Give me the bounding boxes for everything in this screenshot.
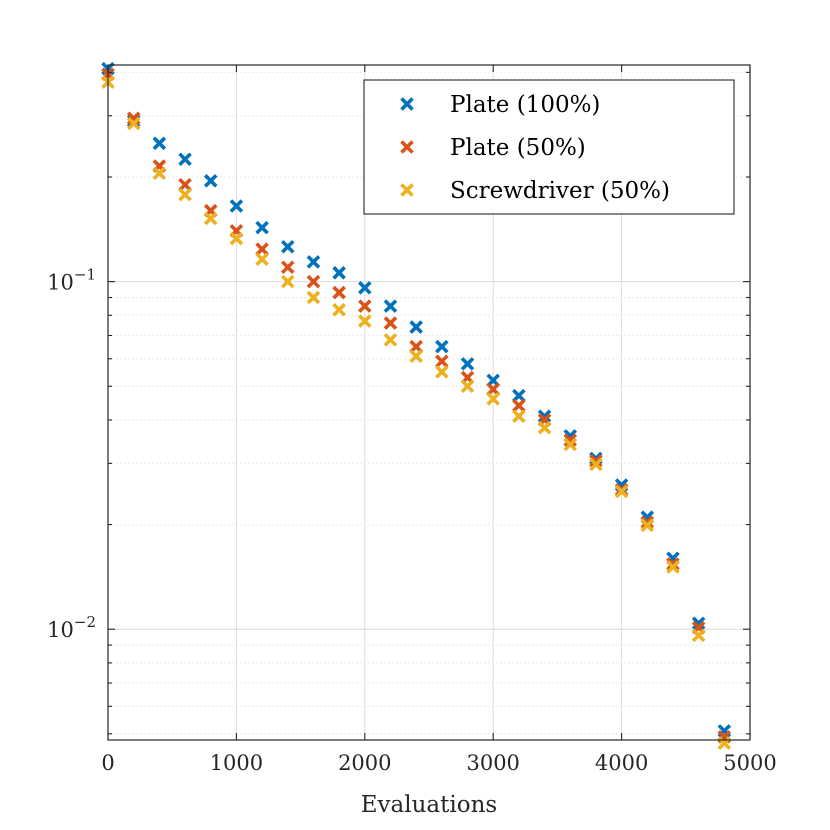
- data-point: [229, 231, 244, 246]
- data-point: [383, 299, 398, 313]
- data-point: [512, 398, 526, 413]
- data-point: [640, 518, 655, 533]
- data-point: [126, 114, 141, 128]
- data-point: [280, 274, 295, 289]
- series-3: [101, 75, 732, 750]
- data-point: [537, 420, 552, 435]
- axis-ticks: [107, 65, 751, 740]
- data-point: [563, 437, 578, 452]
- data-point: [126, 116, 141, 131]
- data-point: [229, 199, 244, 213]
- data-point: [178, 152, 192, 166]
- x-tick-label: 0: [101, 751, 114, 775]
- data-point: [306, 290, 321, 305]
- x-axis-label: Evaluations: [361, 792, 497, 818]
- data-point: [280, 239, 295, 254]
- legend-item: Plate (50%): [400, 135, 586, 161]
- data-point: [589, 454, 603, 468]
- data-point: [435, 354, 449, 369]
- data-point: [460, 379, 475, 394]
- data-point: [589, 457, 603, 472]
- data-point: [563, 433, 578, 447]
- data-point: [358, 281, 372, 295]
- x-tick-label: 5000: [723, 751, 776, 775]
- data-point: [332, 302, 346, 317]
- x-tick-label: 4000: [595, 751, 648, 775]
- data-point: [691, 616, 706, 631]
- data-point: [435, 339, 449, 354]
- data-point: [666, 557, 680, 571]
- data-point: [383, 333, 398, 347]
- legend-item: Screwdriver (50%): [400, 178, 670, 204]
- series-2: [101, 67, 732, 744]
- data-point: [614, 484, 629, 499]
- data-marks: [101, 61, 732, 750]
- data-point: [537, 409, 552, 423]
- x-tick-label: 1000: [210, 751, 263, 775]
- data-point: [255, 220, 269, 235]
- data-point: [691, 628, 706, 643]
- data-point: [512, 388, 526, 403]
- data-point: [486, 392, 500, 406]
- data-point: [640, 515, 655, 530]
- legend: Plate (100%) Plate (50%) Screwdriver (50%): [363, 79, 735, 215]
- legend-label: Plate (100%): [450, 92, 600, 118]
- data-point: [332, 285, 346, 300]
- data-point: [203, 211, 218, 226]
- data-point: [178, 187, 192, 202]
- data-point: [460, 357, 475, 371]
- data-point: [280, 260, 295, 275]
- data-point: [358, 314, 372, 328]
- legend-box: [363, 79, 735, 215]
- data-point: [358, 299, 372, 313]
- data-point: [435, 365, 449, 379]
- data-point: [255, 242, 269, 256]
- legend-label: Screwdriver (50%): [450, 178, 670, 204]
- data-point: [306, 274, 321, 289]
- legend-marker: [400, 97, 414, 111]
- x-axis-tick-labels: 0 1000 2000 3000 4000 5000: [101, 751, 776, 775]
- y-tick-label: 10−1: [47, 266, 96, 295]
- plot-area-frame: [107, 64, 751, 741]
- data-point: [255, 252, 269, 266]
- legend-item: Plate (100%): [400, 92, 600, 118]
- legend-label: Plate (50%): [450, 135, 586, 161]
- data-point: [203, 174, 218, 188]
- x-tick-label: 3000: [466, 751, 519, 775]
- data-point: [409, 320, 423, 334]
- y-tick-label: 10−2: [47, 613, 96, 642]
- data-point: [306, 255, 321, 269]
- data-point: [383, 316, 398, 330]
- data-point: [666, 560, 680, 574]
- x-tick-label: 2000: [338, 751, 391, 775]
- legend-marker: [400, 140, 414, 154]
- data-point: [152, 166, 167, 181]
- legend-marker: [400, 183, 414, 197]
- data-point: [332, 266, 346, 280]
- data-point: [512, 409, 526, 423]
- data-point: [152, 136, 167, 151]
- data-point: [409, 349, 423, 364]
- y-axis-tick-labels: 10−1 10−2: [47, 266, 96, 643]
